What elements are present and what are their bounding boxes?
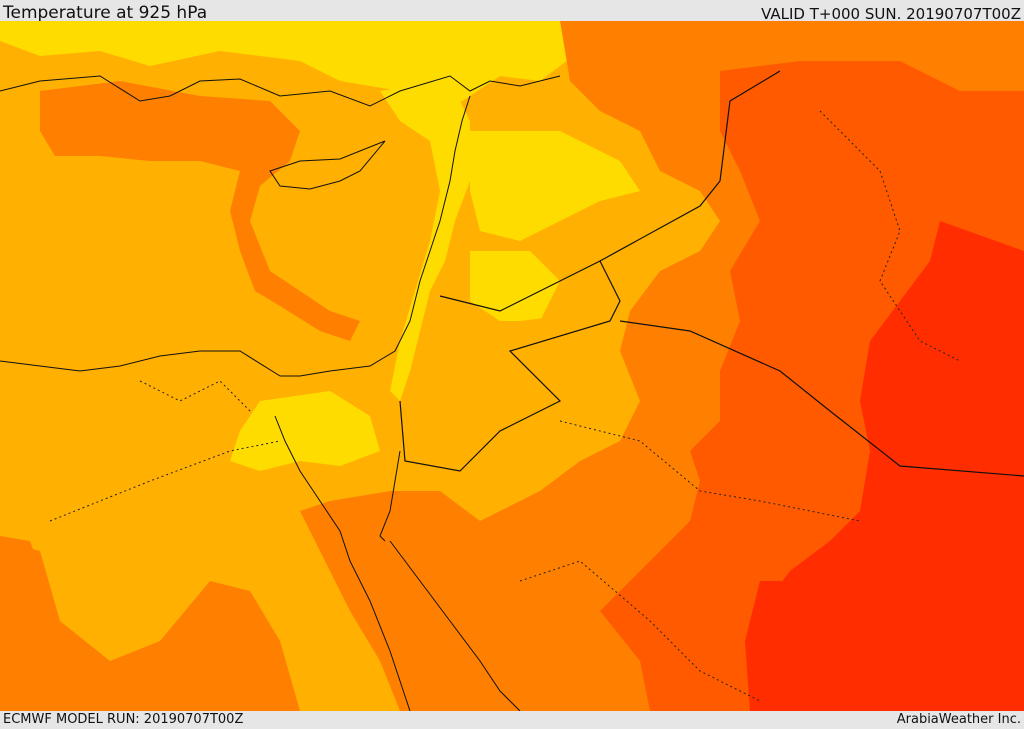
map-footer: ECMWF MODEL RUN: 20190707T00Z ArabiaWeat… (0, 711, 1024, 729)
province-line-5 (139, 380, 251, 412)
warm-patch-mediterranean (40, 81, 360, 341)
gulf-of-suez (274, 415, 411, 711)
country-borders (399, 70, 1024, 477)
levant-coast (280, 95, 471, 377)
egypt-coast (0, 350, 281, 377)
province-borders (49, 110, 961, 702)
credit-label: ArabiaWeather Inc. (896, 712, 1021, 727)
red-sea-east-coast (389, 540, 521, 711)
mild-pocket-saudi (420, 311, 620, 491)
province-line-2 (819, 110, 961, 362)
gulf-of-aqaba (379, 450, 401, 542)
map-title: Temperature at 925 hPa (3, 3, 208, 23)
cyprus-outline (269, 140, 386, 190)
map-canvas (0, 21, 1024, 711)
syria-border (599, 70, 781, 262)
cool-band-north-jordan (470, 251, 560, 321)
province-line-1 (49, 440, 281, 522)
warm-band-egypt (0, 541, 300, 711)
cool-band-jordan (470, 131, 640, 241)
warm-patch-egypt-west (0, 536, 45, 651)
valid-time: VALID T+000 SUN. 20190707T00Z (761, 5, 1021, 23)
model-run-label: ECMWF MODEL RUN: 20190707T00Z (3, 712, 244, 727)
map-header: Temperature at 925 hPa VALID T+000 SUN. … (0, 0, 1024, 23)
iraq-border (619, 320, 1024, 477)
cool-band-levant (380, 81, 470, 401)
coastlines (0, 75, 561, 711)
cool-band-sinai (230, 391, 380, 471)
turkey-coast (0, 75, 561, 107)
province-line-3 (559, 420, 861, 522)
temperature-map[interactable] (0, 21, 1024, 711)
hottest-zone-south (745, 581, 860, 711)
jordan-border (399, 260, 621, 472)
province-line-4 (519, 560, 761, 702)
